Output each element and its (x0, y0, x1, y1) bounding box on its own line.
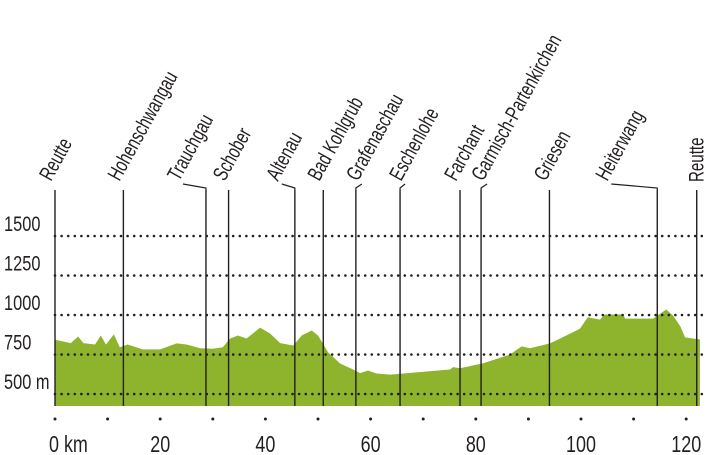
place-leader (281, 183, 296, 190)
place-leader (480, 183, 488, 190)
place-label: Reutte (684, 137, 708, 182)
x-tick-dot (369, 417, 373, 421)
place-label: Reutte (34, 134, 77, 185)
x-tick-dot (474, 417, 478, 421)
y-tick-label: 1250 (4, 252, 40, 275)
x-tick-label: 100 (566, 432, 596, 455)
x-tick-dot (684, 417, 688, 421)
place-leader (611, 183, 658, 190)
x-tick-dot (211, 417, 215, 421)
x-tick-label: 20 (150, 432, 170, 455)
place-marker: Reutte (684, 137, 708, 406)
x-tick-dot (632, 417, 636, 421)
place-leader (355, 183, 363, 190)
grid-dots (53, 234, 706, 396)
x-tick-dot (263, 417, 267, 421)
place-label: Griesen (528, 126, 575, 184)
x-axis-ticks: 0 km 20 40 60 80 100 120 (49, 417, 701, 455)
place-leader (182, 183, 207, 190)
x-tick-label: 0 km (49, 432, 88, 455)
elevation-area (55, 309, 700, 406)
place-leader (399, 183, 406, 190)
x-tick-label: 40 (255, 432, 275, 455)
x-tick-dot (579, 417, 583, 421)
y-tick-label: 750 (4, 331, 31, 354)
place-label: Heiterwang (590, 106, 648, 185)
x-tick-dot (158, 417, 162, 421)
x-tick-dot (526, 417, 530, 421)
x-tick-label: 80 (466, 432, 486, 455)
x-tick-label: 60 (361, 432, 381, 455)
place-label: Schober (208, 123, 256, 184)
y-tick-label: 1500 (4, 212, 40, 235)
place-marker: Eschenlohe (384, 103, 443, 406)
x-tick-label: 120 (671, 432, 701, 455)
y-axis-labels: 1500 1250 1000 750 500 m (4, 212, 50, 393)
y-tick-label: 500 m (4, 370, 50, 393)
x-tick-dot (106, 417, 110, 421)
x-tick-dot (316, 417, 320, 421)
place-label: Altenau (261, 128, 307, 185)
place-marker: Grafenaschau (341, 90, 408, 406)
x-tick-dot (421, 417, 425, 421)
y-tick-label: 1000 (4, 291, 40, 314)
x-tick-dot (53, 417, 57, 421)
